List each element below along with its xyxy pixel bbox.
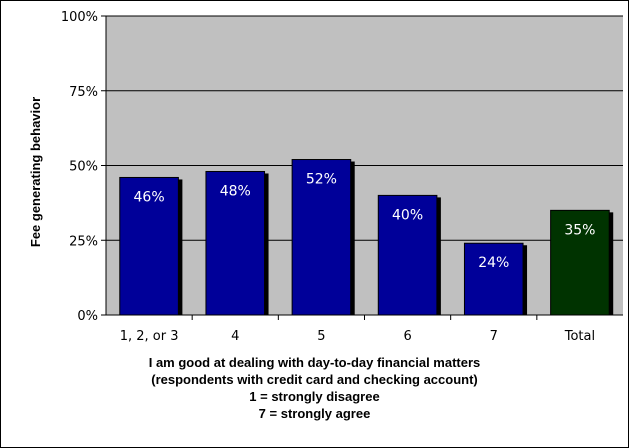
x-axis-title-line: 1 = strongly disagree <box>249 389 380 404</box>
bar <box>463 242 524 316</box>
y-axis-title: Fee generating behavior <box>28 97 43 247</box>
data-label: 52% <box>306 172 337 188</box>
x-axis-title-line: I am good at dealing with day-to-day fin… <box>148 355 481 370</box>
x-tick-label: 4 <box>231 329 239 344</box>
bar <box>550 209 610 316</box>
x-tick-label: 5 <box>317 329 325 344</box>
y-tick-label: 0% <box>77 309 98 324</box>
x-axis-title-line: (respondents with credit card and checki… <box>151 372 478 387</box>
x-tick-label: 7 <box>490 329 498 344</box>
x-axis-title-line: 7 = strongly agree <box>258 406 371 421</box>
bars: 46% 48% 52% 40% 24% 35% <box>119 159 614 316</box>
x-axis-title: I am good at dealing with day-to-day fin… <box>0 354 629 422</box>
gridlines <box>106 15 623 241</box>
y-tick-label: 75% <box>69 85 98 100</box>
data-label: 46% <box>134 189 165 205</box>
data-label: 40% <box>392 207 423 223</box>
data-label: 35% <box>564 222 595 238</box>
y-tick-label: 25% <box>69 234 98 249</box>
y-tick-label: 100% <box>61 10 98 25</box>
data-label: 48% <box>220 183 251 199</box>
data-label: 24% <box>478 255 509 271</box>
x-tick-label: 1, 2, or 3 <box>120 329 179 344</box>
x-tick-label: Total <box>564 329 595 344</box>
bar <box>205 170 266 316</box>
axes: 0% 25% 50% 75% 100% 1, 2, or 3 4 5 6 7 Total <box>61 10 623 344</box>
bar <box>377 194 438 316</box>
y-tick-label: 50% <box>69 160 98 175</box>
x-tick-label: 6 <box>403 329 411 344</box>
bar <box>119 176 179 316</box>
